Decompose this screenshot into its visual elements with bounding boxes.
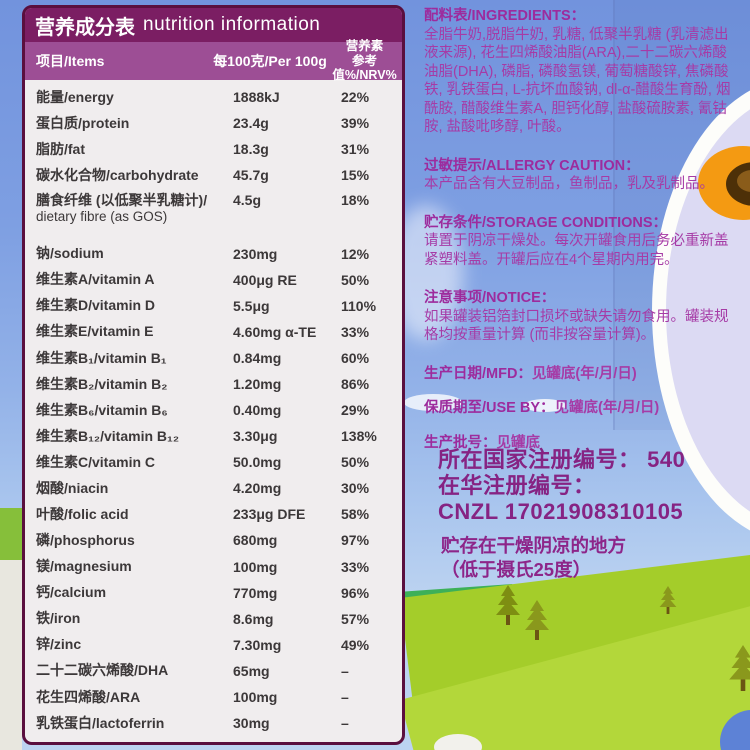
registration-country-number: 所在国家注册编号： 540 [438,447,686,472]
cloud-icon [524,399,566,412]
pine-tree-icon [495,585,521,625]
left-edge-grass [0,508,22,564]
info-section: 过敏提示/ALLERGY CAUTION： 本产品含有大豆制品，鱼制品，乳及乳制品… [424,157,714,193]
info-section: 配料表/INGREDIENTS： 全脂牛奶,脱脂牛奶, 乳糖, 低聚半乳糖 (乳清… [424,8,731,135]
left-edge-path [0,560,22,750]
pine-tree-icon [659,586,677,614]
info-section: 生产批号：见罐底 [424,434,540,451]
column-header-per100g: 每100克/Per 100g [213,53,327,69]
table-row: 花生四烯酸/ARA 100mg – [36,688,349,705]
info-panel: 配料表/INGREDIENTS： 全脂牛奶,脱脂牛奶, 乳糖, 低聚半乳糖 (乳清… [424,7,732,468]
table-row: 维生素A/vitamin A 400μg RE 50% [36,271,370,288]
nutrition-table: 营养成分表 nutrition information 项目/Items 每10… [22,5,405,745]
white-blob-icon [434,734,482,750]
registration-china-number: CNZL 17021908310105 [438,499,684,524]
info-section: 生产日期/MFD：见罐底(年/月/日) [424,365,637,382]
cloud-icon [404,394,462,411]
info-section: 注意事项/NOTICE： 如果罐装铝箔封口损坏或缺失请勿食用。罐装规格均按重量计算… [424,290,729,343]
table-row: 镁/magnesium 100mg 33% [36,558,370,575]
table-row: 锌/zinc 7.30mg 49% [36,636,370,653]
column-header-items: 项目/Items [36,53,105,69]
package-fold-line [613,0,615,430]
table-row: 二十二碳六烯酸/DHA 65mg – [36,662,349,679]
table-row: 乳铁蛋白/lactoferrin 30mg – [36,714,349,731]
table-row: 能量/energy 1888kJ 22% [36,88,370,106]
table-row: 叶酸/folic acid 233μg DFE 58% [36,505,370,523]
nutrition-title-zh: 营养成分表 [35,16,135,39]
table-row: 磷/phosphorus 680mg 97% [36,532,370,549]
column-header-nrv: 营养素 参考值%/NRV% [332,39,397,83]
nutrition-rows: 能量/energy 1888kJ 22% 蛋白质/protein 23.4g 39% 脂肪/… [25,80,402,742]
nutrition-title-en: nutrition information [143,14,321,35]
table-row: 维生素E/vitamin E 4.60mg α-TE 33% [36,323,370,340]
table-row: 碳水化合物/carbohydrate 45.7g 15% [36,166,370,184]
registration-china-label: 在华注册编号： [438,473,596,498]
table-row: 蛋白质/protein 23.4g 39% [36,114,370,132]
pine-tree-icon [728,645,750,691]
orange-glint-icon [737,170,750,192]
table-row: 烟酸/niacin 4.20mg 30% [36,479,370,497]
registration-block: 所在国家注册编号： 540 在华注册编号： CNZL 1702190831010… [438,447,685,582]
table-row: 脂肪/fat 18.3g 31% [36,140,370,158]
info-section: 保质期至/USE BY：见罐底(年/月/日) [424,400,660,416]
table-row: 铁/iron 8.6mg 57% [36,610,370,627]
table-row: 钙/calcium 770mg 96% [36,584,370,601]
info-section: 贮存条件/STORAGE CONDITIONS： 请置于阴凉干燥处。每次开罐食用后… [424,214,729,268]
table-row: 维生素B₁/vitamin B₁ 0.84mg 60% [36,349,370,366]
table-row: 维生素B₆/vitamin B₆ 0.40mg 29% [36,401,370,419]
table-row: 膳食纤维 (以低聚半乳糖计)/dietary fibre (as GOS) 4.5… [36,192,370,225]
table-row: 维生素B₁₂/vitamin B₁₂ 3.30μg 138% [36,427,377,445]
table-row: 钠/sodium 230mg 12% [36,245,370,262]
table-row: 维生素B₂/vitamin B₂ 1.20mg 86% [36,375,370,392]
nutrition-table-header-row: 项目/Items 每100克/Per 100g 营养素 参考值%/NRV% [25,39,402,83]
nutrition-table-title: 营养成分表 nutrition information [25,8,402,42]
table-row: 维生素C/vitamin C 50.0mg 50% [36,453,370,471]
pine-tree-icon [524,600,550,640]
storage-advice: 贮存在干燥阴凉的地方 （低于摄氏25度） [441,535,627,580]
table-row: 维生素D/vitamin D 5.5μg 110% [36,297,377,314]
